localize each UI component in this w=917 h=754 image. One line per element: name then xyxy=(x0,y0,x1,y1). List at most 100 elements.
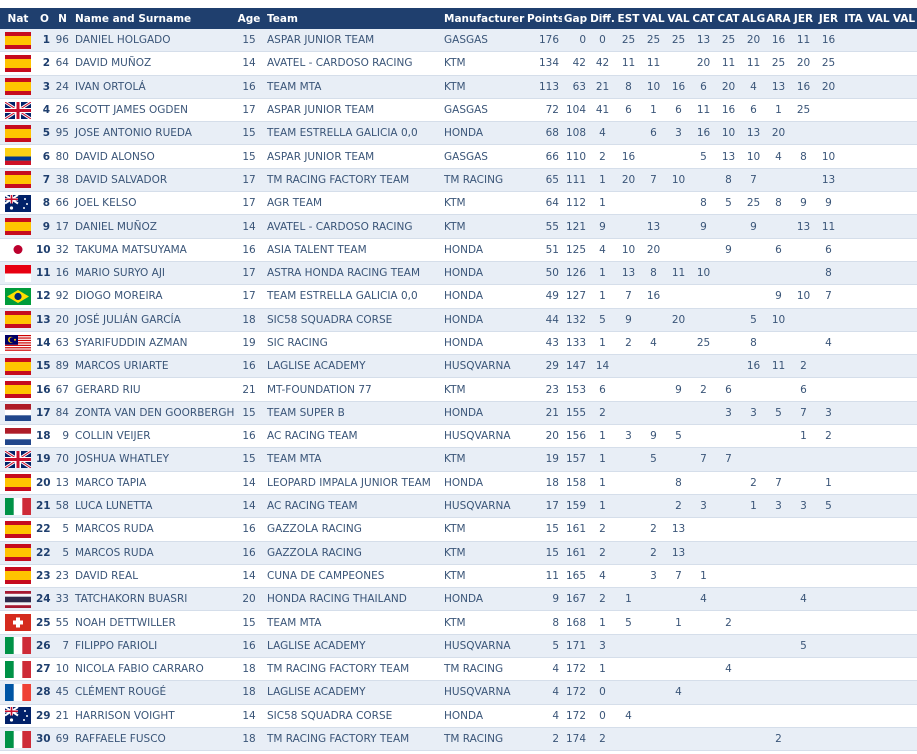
nat-cell xyxy=(0,261,36,284)
race-points xyxy=(666,634,691,657)
gap: 165 xyxy=(565,569,586,582)
gap: 174 xyxy=(565,733,586,746)
diff: 1 xyxy=(599,173,606,186)
race-points: 5 xyxy=(750,313,757,326)
team: LAGLISE ACADEMY xyxy=(267,686,366,699)
position: 22 xyxy=(36,523,51,536)
race-points xyxy=(666,355,691,378)
race-points: 10 xyxy=(746,150,761,163)
standing-row: 6 80 DAVID ALONSO 15 ASPAR JUNIOR TEAM GASGAS… xyxy=(0,145,917,169)
race-points: 20 xyxy=(621,173,636,186)
race-points xyxy=(841,168,866,191)
points: 65 xyxy=(545,173,559,186)
points: 19 xyxy=(545,453,559,466)
race-points xyxy=(666,331,691,354)
race-points xyxy=(891,425,917,448)
team: AVATEL - CARDOSO RACING xyxy=(267,57,413,70)
manufacturer: HUSQVARNA xyxy=(444,639,511,652)
race-points xyxy=(841,704,866,727)
team: ASTRA HONDA RACING TEAM xyxy=(267,267,421,280)
race-points xyxy=(691,168,716,191)
race-points xyxy=(666,52,691,75)
age: 17 xyxy=(242,104,256,117)
race-points: 5 xyxy=(725,197,732,210)
race-points: 5 xyxy=(825,500,832,513)
points: 5 xyxy=(552,639,559,652)
race-points xyxy=(866,52,891,75)
diff: 2 xyxy=(599,546,606,559)
nat-cell xyxy=(0,238,36,261)
team: TEAM ESTRELLA GALICIA 0,0 xyxy=(267,290,418,303)
race-points: 8 xyxy=(725,173,732,186)
team: AVATEL - CARDOSO RACING xyxy=(267,220,413,233)
team: TM RACING FACTORY TEAM xyxy=(267,173,410,186)
position: 24 xyxy=(36,593,51,606)
rider-name: MARCOS URIARTE xyxy=(75,360,169,373)
age: 18 xyxy=(242,313,256,326)
race-points: 10 xyxy=(796,290,811,303)
points: 50 xyxy=(545,267,559,280)
race-points xyxy=(791,611,816,634)
race-points xyxy=(866,611,891,634)
race-points xyxy=(816,588,841,611)
team: HONDA RACING THAILAND xyxy=(267,593,407,606)
race-points xyxy=(616,192,641,215)
race-points xyxy=(891,308,917,331)
race-points xyxy=(841,401,866,424)
race-points xyxy=(616,355,641,378)
position: 23 xyxy=(36,569,51,582)
race-points xyxy=(741,261,766,284)
race-points: 2 xyxy=(800,360,807,373)
flag xyxy=(5,357,31,375)
race-points xyxy=(866,471,891,494)
race-points: 16 xyxy=(746,360,761,373)
race-points: 25 xyxy=(671,34,686,47)
age: 17 xyxy=(242,290,256,303)
position: 3 xyxy=(42,80,50,93)
race-points xyxy=(641,192,666,215)
race-points: 3 xyxy=(800,500,807,513)
race-points xyxy=(741,541,766,564)
race-points xyxy=(716,308,741,331)
standing-row: 17 84 ZONTA VAN DEN GOORBERGH 15 TEAM SUPER … xyxy=(0,401,917,425)
rider-name: IVAN ORTOLÁ xyxy=(75,80,146,93)
race-points: 25 xyxy=(721,34,736,47)
race-points xyxy=(741,681,766,704)
race-points: 4 xyxy=(625,709,632,722)
points: 43 xyxy=(545,337,559,349)
diff: 6 xyxy=(599,383,606,396)
diff: 1 xyxy=(599,663,606,676)
race-points xyxy=(766,541,791,564)
race-points: 9 xyxy=(725,243,732,256)
race-points xyxy=(666,588,691,611)
position: 16 xyxy=(36,383,51,396)
rider-number: 21 xyxy=(55,709,69,722)
race-points xyxy=(666,215,691,238)
page: Nat O N Name and Surname Age Team Manufacturer… xyxy=(0,8,917,754)
age: 18 xyxy=(242,663,256,676)
gap: 156 xyxy=(565,430,586,443)
race-points xyxy=(666,285,691,308)
rider-number: 9 xyxy=(62,430,69,443)
race-points xyxy=(891,331,917,354)
race-points: 6 xyxy=(775,243,782,256)
race-points xyxy=(841,145,866,168)
race-points xyxy=(891,658,917,681)
race-points: 2 xyxy=(775,733,782,746)
race-points xyxy=(716,588,741,611)
flag xyxy=(5,450,31,468)
race-points xyxy=(791,261,816,284)
race-points xyxy=(866,215,891,238)
gap: 167 xyxy=(565,593,586,606)
rider-name: HARRISON VOIGHT xyxy=(75,709,175,722)
points: 9 xyxy=(552,593,559,606)
age: 16 xyxy=(242,523,256,536)
race-points xyxy=(616,122,641,145)
column-header: VAL xyxy=(891,8,917,29)
race-points: 10 xyxy=(821,150,836,163)
age: 14 xyxy=(242,500,256,513)
race-points xyxy=(766,681,791,704)
race-points xyxy=(816,308,841,331)
position: 7 xyxy=(42,173,50,186)
race-points xyxy=(791,704,816,727)
